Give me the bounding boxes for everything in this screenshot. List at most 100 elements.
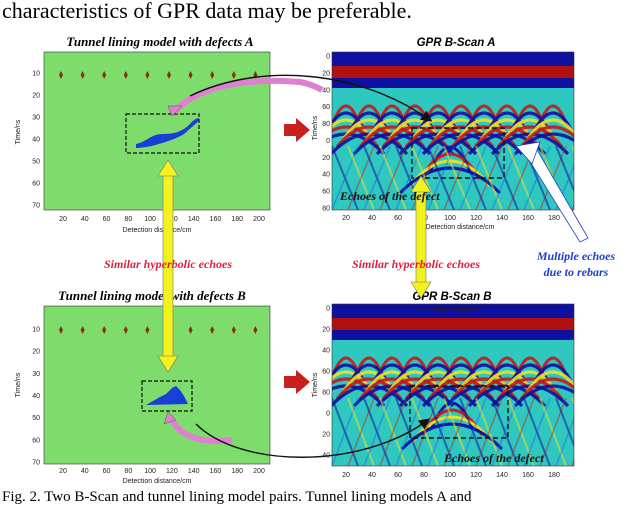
- multiple-echo-stripe: [571, 397, 574, 407]
- x-tick-label: 140: [496, 472, 508, 479]
- y-tick-label: 20: [32, 93, 40, 100]
- x-tick-label: 180: [231, 216, 243, 223]
- similar-echoes-left: Similar hyperbolic echoes: [104, 257, 232, 271]
- rebar-hyperbola: [496, 377, 564, 401]
- similar-echoes-right: Similar hyperbolic echoes: [352, 257, 480, 271]
- multiple-echo-stripe: [411, 397, 439, 466]
- x-tick-label: 60: [394, 472, 402, 479]
- x-tick-label: 60: [103, 468, 111, 475]
- scan-b-hyperbolas: [332, 356, 574, 466]
- yellow-arrow-right: [410, 175, 432, 299]
- model-a-title: Tunnel lining model with defects A: [66, 34, 254, 49]
- y-tick-label: 10: [32, 327, 40, 334]
- y-tick-label: 60: [32, 181, 40, 188]
- x-tick-label: 20: [342, 472, 350, 479]
- multiple-echo-stripe: [395, 145, 423, 210]
- pink-arrow-bottom-head: [163, 411, 177, 425]
- x-tick-label: 60: [394, 215, 402, 222]
- model-b-title: Tunnel lining model with defects B: [58, 288, 246, 303]
- multiple-echo-stripe: [523, 145, 551, 210]
- multiple-echo-stripe: [459, 397, 487, 466]
- rebar-hyperbola: [519, 377, 574, 401]
- x-tick-label: 160: [522, 472, 534, 479]
- scan-b-xlabel: Detection distance/cm: [418, 307, 487, 314]
- multiple-echo-stripe: [475, 397, 503, 466]
- x-tick-label: 80: [124, 216, 132, 223]
- rebar-marker: [210, 71, 215, 79]
- rebar-marker: [188, 326, 193, 334]
- y-tick-label: 60: [322, 104, 330, 111]
- y-tick-label: 40: [322, 87, 330, 94]
- x-tick-label: 120: [470, 472, 482, 479]
- model-b-y-ticks: 10 20 30 40 50 60 70: [32, 327, 40, 467]
- scan-a-ylabel: Time/ns: [312, 115, 319, 140]
- multiple-echo-stripe: [571, 202, 574, 210]
- model-b-defect-shape: [146, 386, 188, 405]
- multiple-echo-stripe: [491, 145, 519, 210]
- x-tick-label: 200: [253, 216, 265, 223]
- rebar-marker: [80, 326, 85, 334]
- multiple-echo-stripe: [539, 397, 567, 466]
- model-a-background: [43, 51, 271, 211]
- multiple-echo-stripe: [443, 397, 471, 466]
- x-tick-label: 120: [166, 468, 178, 475]
- multiple-echo-stripe: [332, 145, 359, 210]
- y-tick-label: 0: [326, 306, 330, 313]
- multiple-echo-stripe: [491, 397, 519, 466]
- multiple-echo-stripe: [347, 397, 375, 466]
- x-tick-label: 180: [231, 468, 243, 475]
- y-tick-label: 60: [32, 437, 40, 444]
- multiple-echo-stripe: [523, 397, 551, 466]
- rebar-marker: [145, 71, 150, 79]
- red-arrow-a: [284, 118, 310, 142]
- x-tick-label: 40: [81, 468, 89, 475]
- model-a-y-ticks: 10 20 30 40 50 60 70: [32, 71, 40, 210]
- rebar-marker: [59, 71, 63, 79]
- scan-b-blue-band: [332, 330, 574, 340]
- x-tick-label: 120: [470, 215, 482, 222]
- rebar-hyperbola: [525, 370, 574, 393]
- x-tick-label: 40: [368, 215, 376, 222]
- y-tick-label: 80: [322, 121, 330, 128]
- rebar-marker: [167, 71, 171, 79]
- x-tick-label: 160: [522, 215, 534, 222]
- y-tick-label: 0: [326, 411, 330, 418]
- multiple-echoes-line1: Multiple echoes: [536, 249, 616, 263]
- multiple-echo-stripe: [363, 145, 391, 210]
- x-tick-label: 100: [444, 472, 456, 479]
- y-tick-label: 40: [322, 172, 330, 179]
- multiple-echo-stripe: [491, 397, 519, 466]
- x-tick-label: 20: [342, 215, 350, 222]
- multiple-echo-stripe: [507, 397, 535, 466]
- model-a-ylabel: Time/ns: [15, 119, 22, 144]
- y-tick-label: 40: [32, 137, 40, 144]
- scan-a-panel: 0 20 40 60 80 0 20 40 60 80 20 40 60 80 100 120 140 160 1…: [312, 51, 575, 231]
- multiple-echo-stripe: [379, 145, 407, 210]
- multiple-echo-stripe: [379, 145, 407, 210]
- model-a-xlabel: Detection distance/cm: [123, 227, 192, 234]
- y-tick-label: 0: [326, 54, 330, 61]
- y-tick-label: 30: [32, 115, 40, 122]
- rebar-hyperbola: [519, 125, 574, 149]
- pink-arrow-top-head: [167, 105, 183, 117]
- x-tick-label: 140: [188, 216, 200, 223]
- y-tick-label: 80: [322, 390, 330, 397]
- scan-a-y-ticks: 0 20 40 60 80 0 20 40 60 80: [322, 54, 330, 213]
- y-tick-label: 20: [322, 70, 330, 77]
- multiple-echo-stripe: [427, 397, 455, 466]
- model-a-rebars: [59, 71, 258, 79]
- multiple-echo-stripe: [491, 145, 519, 210]
- pink-arrow-top: [171, 77, 324, 115]
- multiple-echo-stripe: [332, 145, 359, 210]
- rebar-marker: [253, 326, 258, 334]
- rebar-marker: [59, 326, 63, 334]
- rebar-marker: [123, 71, 128, 79]
- y-tick-label: 20: [32, 349, 40, 356]
- rebar-marker: [188, 71, 193, 79]
- model-b-background: [43, 305, 271, 465]
- model-a-defect-box: [125, 113, 200, 154]
- multiple-echo-stripe: [555, 397, 574, 448]
